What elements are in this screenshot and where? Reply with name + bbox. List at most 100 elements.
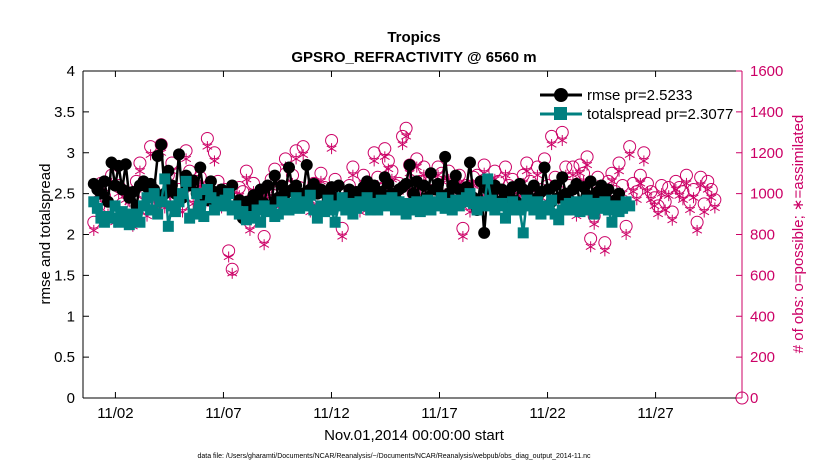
totalspread-point <box>141 192 153 204</box>
obs_assimilated-point <box>699 206 710 218</box>
obs_assimilated-point <box>500 169 511 181</box>
totalspread-point <box>375 194 387 206</box>
obs_assimilated-point <box>557 134 568 146</box>
legend-label-totalspread: totalspread pr=2.3077 <box>587 106 733 123</box>
rmse-point <box>556 171 569 184</box>
totalspread-point <box>549 208 561 220</box>
y-tick-label-left: 3.5 <box>54 104 75 121</box>
obs_assimilated-point <box>259 239 270 251</box>
totalspread-point <box>198 211 210 223</box>
y-tick-label-right: 1400 <box>750 104 783 121</box>
obs_assimilated-point <box>134 165 145 177</box>
totalspread-point <box>173 196 185 208</box>
totalspread-point <box>624 200 636 212</box>
totalspread-point <box>535 208 547 220</box>
rmse-point <box>382 177 395 190</box>
obs_assimilated-point <box>614 165 625 177</box>
obs_assimilated-point <box>663 190 674 202</box>
rmse-point <box>417 179 430 192</box>
legend-marker-totalspread <box>554 107 567 120</box>
totalspread-point <box>517 227 529 239</box>
totalspread-point <box>602 204 614 216</box>
y-tick-label-left: 3 <box>67 145 75 162</box>
totalspread-point <box>563 197 575 209</box>
obs_assimilated-point <box>567 169 578 181</box>
totalspread-point <box>333 200 345 212</box>
totalspread-point <box>322 194 334 206</box>
totalspread-point <box>503 204 515 216</box>
rmse-point <box>449 169 462 182</box>
y-tick-label-right: 1600 <box>750 63 783 80</box>
totalspread-point <box>468 197 480 209</box>
totalspread-point <box>326 204 338 216</box>
totalspread-point <box>194 200 206 212</box>
totalspread-point <box>98 216 110 228</box>
totalspread-point <box>542 204 554 216</box>
totalspread-point <box>123 219 135 231</box>
y-tick-label-left: 2 <box>67 227 75 244</box>
totalspread-point <box>485 194 497 206</box>
obs_assimilated-point <box>337 231 348 243</box>
totalspread-point <box>372 204 384 216</box>
rmse-point <box>584 175 597 188</box>
totalspread-point <box>414 206 426 218</box>
rmse-point <box>261 179 274 192</box>
totalspread-point <box>208 204 220 216</box>
totalspread-point <box>120 212 132 224</box>
rmse-point <box>400 177 413 190</box>
rmse-point <box>268 169 281 182</box>
totalspread-point <box>201 184 213 196</box>
obs_assimilated-point <box>628 186 639 198</box>
totalspread-point <box>340 204 352 216</box>
totalspread-point <box>496 197 508 209</box>
totalspread-point <box>361 192 373 204</box>
legend-marker-rmse <box>554 88 568 102</box>
totalspread-point <box>187 208 199 220</box>
totalspread-point <box>145 204 157 216</box>
obs_assimilated-point <box>88 224 99 236</box>
obs_assimilated-point <box>379 151 390 163</box>
x-tick-label: 11/22 <box>529 405 565 422</box>
legend-label-rmse: rmse pr=2.5233 <box>587 87 692 104</box>
totalspread-point <box>258 200 270 212</box>
totalspread-point <box>283 204 295 216</box>
totalspread-point <box>116 206 128 218</box>
y-tick-label-left: 1.5 <box>54 267 75 284</box>
totalspread-point <box>581 194 593 206</box>
rmse-point <box>282 161 295 174</box>
rmse-point <box>155 138 168 151</box>
totalspread-point <box>148 188 160 200</box>
rmse-point <box>424 167 437 180</box>
obs_assimilated-point <box>688 192 699 204</box>
y-tick-label-left: 2.5 <box>54 186 75 203</box>
obs_assimilated-point <box>298 149 309 161</box>
x-axis-label: Nov.01,2014 00:00:00 start <box>324 427 505 444</box>
y-axis-label-left: rmse and totalspread <box>37 164 54 305</box>
totalspread-point <box>574 206 586 218</box>
totalspread-point <box>617 202 629 214</box>
obs_assimilated-point <box>635 177 646 189</box>
y-tick-label-right: 800 <box>750 227 775 244</box>
obs_assimilated-point <box>706 192 717 204</box>
rmse-point <box>432 177 445 190</box>
x-tick-label: 11/17 <box>421 405 457 422</box>
y-tick-label-left: 1 <box>67 308 75 325</box>
totalspread-point <box>350 202 362 214</box>
totalspread-point <box>588 208 600 220</box>
rmse-point <box>549 179 562 192</box>
totalspread-point <box>166 200 178 212</box>
totalspread-point <box>471 204 483 216</box>
totalspread-point <box>134 216 146 228</box>
totalspread-point <box>251 204 263 216</box>
totalspread-point <box>521 194 533 206</box>
totalspread-point <box>553 214 565 226</box>
rmse-point <box>463 156 476 169</box>
totalspread-point <box>528 204 540 216</box>
obs_assimilated-point <box>660 204 671 216</box>
y-tick-label-right: 1200 <box>750 145 783 162</box>
obs_assimilated-point <box>638 155 649 167</box>
totalspread-point <box>546 194 558 206</box>
obs_assimilated-point <box>546 139 557 151</box>
totalspread-point <box>106 212 118 224</box>
rmse-point <box>290 179 303 192</box>
